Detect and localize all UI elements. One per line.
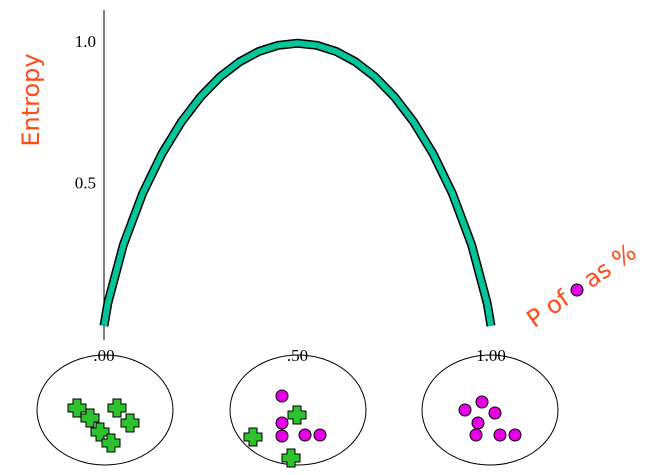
dot-icon [569,282,586,299]
line-outline [104,43,491,326]
green-item [288,406,306,424]
magenta-item [299,429,311,441]
magenta-item [509,429,521,441]
magenta-item [276,390,288,402]
x-tick-label: .50 [287,346,308,365]
magenta-item [494,429,506,441]
x-label-part: as % [578,238,641,294]
green-item [102,434,120,452]
green-item [244,428,262,446]
green-item [121,414,139,432]
x-tick-label: .00 [93,346,114,365]
magenta-item [489,407,501,419]
sample-ellipse [37,355,173,465]
magenta-item [476,396,488,408]
magenta-item [459,404,471,416]
chart: Entropy P of as % 0.5 1.0 .00 .50 1.00 [0,0,661,475]
x-tick-label: 1.00 [476,346,506,365]
y-tick-label: 0.5 [75,173,96,192]
samples [37,355,558,467]
x-label-part: P of [522,284,576,333]
magenta-item [276,417,288,429]
y-tick-label: 1.0 [75,32,96,51]
line [104,43,491,326]
magenta-item [276,430,288,442]
green-item [108,399,126,417]
x-axis-label: P of as % [522,238,642,334]
magenta-item [470,429,482,441]
magenta-item [472,417,484,429]
magenta-item [314,429,326,441]
y-axis-label: Entropy [17,53,45,146]
